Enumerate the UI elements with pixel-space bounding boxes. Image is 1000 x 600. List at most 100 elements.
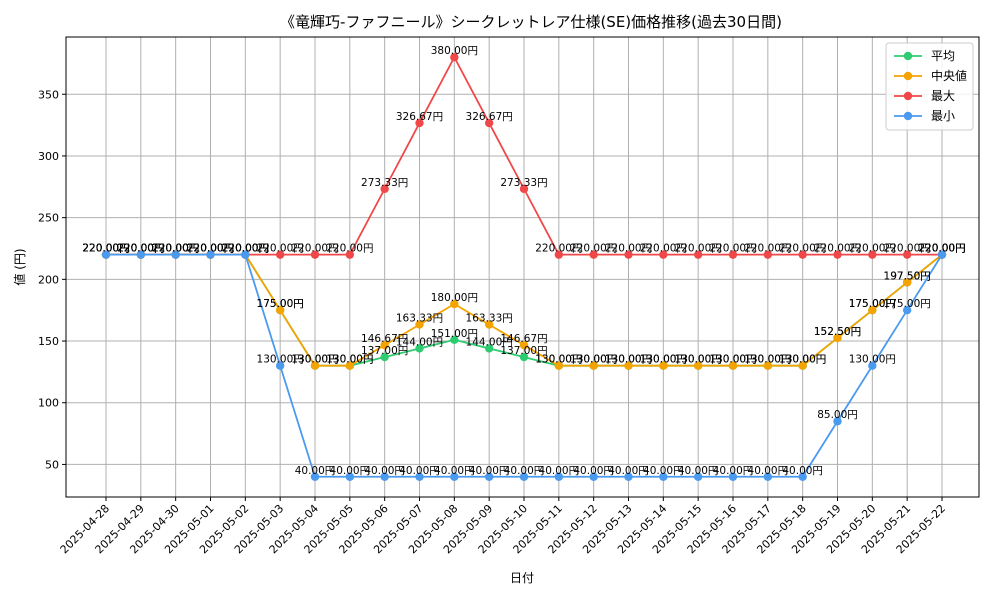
series-median-point (415, 320, 424, 329)
series-min-value-label: 40.00円 (748, 465, 789, 477)
series-median-value-label: 130.00円 (779, 354, 826, 366)
series-max-value-label: 220.00円 (152, 243, 199, 255)
series-median-value-label: 130.00円 (709, 354, 756, 366)
series-min-point (833, 417, 842, 426)
series-average-value-label: 130.00円 (744, 354, 791, 366)
legend-series-average-label: 平均 (931, 49, 955, 63)
series-min-value-label: 220.00円 (152, 243, 199, 255)
series-min-point (310, 472, 320, 481)
series-min-point (728, 472, 738, 481)
series-min-value-label: 40.00円 (782, 465, 823, 477)
series-median-point (659, 361, 668, 370)
series-median-point (554, 361, 564, 370)
series-max-value-label: 220.00円 (291, 243, 338, 255)
series-median-value-label: 146.67円 (361, 333, 408, 345)
series-max-point (763, 250, 773, 259)
series-max-value-label: 220.00円 (117, 243, 164, 255)
series-median-point (310, 361, 320, 370)
series-average-value-label: 151.00円 (431, 328, 478, 340)
series-max-value-label: 220.00円 (257, 243, 304, 255)
series-max-point (554, 250, 564, 259)
series-min-value-label: 130.00円 (849, 354, 896, 366)
series-median-value-label: 163.33円 (466, 313, 513, 325)
series-average-value-label: 220.00円 (222, 243, 269, 255)
series-min-point (519, 472, 529, 481)
y-axis-label: 値 (円) (12, 248, 27, 285)
series-median-value-label: 180.00円 (431, 292, 478, 304)
series-min-value-label: 40.00円 (434, 465, 475, 477)
series-max-value-label: 273.33円 (500, 177, 547, 189)
series-average-value-label: 220.00円 (187, 243, 234, 255)
series-median-point (275, 305, 285, 315)
series-min-value-label: 40.00円 (539, 465, 580, 477)
series-median-value-label: 220.00円 (152, 243, 199, 255)
series-median-value-label: 130.00円 (640, 354, 687, 366)
series-max-value-label: 220.00円 (222, 243, 269, 255)
series-average-point (484, 344, 494, 353)
series-min-value-label: 130.00円 (257, 354, 304, 366)
series-group (101, 53, 947, 481)
series-median-point (763, 361, 773, 370)
series-max-point (380, 184, 389, 194)
series-average-value-label: 220.00円 (117, 243, 164, 255)
series-average-value-label: 137.00円 (361, 345, 408, 357)
series-max-point (519, 184, 529, 194)
series-min-point (589, 472, 598, 481)
series-median-value-label: 130.00円 (744, 354, 791, 366)
series-average-value-label: 144.00円 (466, 336, 513, 348)
series-average-value-label: 130.00円 (640, 354, 687, 366)
series-median-value-label: 130.00円 (570, 354, 617, 366)
series-average-value-label: 130.00円 (605, 354, 652, 366)
series-min-point (763, 472, 773, 481)
legend-series-median-marker (903, 71, 913, 81)
series-min-point (380, 472, 389, 481)
series-median-value-label: 152.50円 (814, 326, 861, 338)
series-median-value-label: 175.00円 (849, 298, 896, 310)
series-median-point (833, 333, 842, 343)
series-max-point (589, 250, 598, 259)
series-average-value-label: 220.00円 (152, 243, 199, 255)
series-median-point (484, 320, 494, 329)
series-max-value-label: 220.00円 (605, 243, 652, 255)
plot-frame (65, 36, 980, 498)
series-median-value-label: 220.00円 (918, 243, 965, 255)
series-max-value-label: 220.00円 (326, 243, 373, 255)
series-max-value-label: 220.00円 (640, 243, 687, 255)
series-min-point (241, 250, 250, 259)
series-average-value-label: 130.00円 (570, 354, 617, 366)
series-max-value-label: 220.00円 (779, 243, 826, 255)
series-average-value-label: 175.00円 (257, 298, 304, 310)
series-median-point (798, 361, 807, 370)
series-min-value-label: 40.00円 (364, 465, 405, 477)
series-average-point (519, 352, 529, 362)
y-tick-label: 350 (38, 88, 59, 101)
series-max-point (624, 250, 633, 259)
series-median-point (345, 361, 355, 370)
series-min-point (136, 250, 146, 259)
series-min-point (902, 305, 912, 315)
series-max-point (345, 250, 355, 259)
series-max-point (484, 118, 494, 128)
series-median-value-label: 175.00円 (257, 298, 304, 310)
series-max-point (868, 250, 877, 259)
series-median-value-label: 130.00円 (291, 354, 338, 366)
series-average-value-label: 130.00円 (535, 354, 582, 366)
data-labels: 220.00円220.00円220.00円220.00円220.00円175.0… (82, 45, 965, 477)
series-min-value-label: 40.00円 (643, 465, 684, 477)
legend-series-median-label: 中央値 (931, 68, 967, 83)
series-max-value-label: 220.00円 (675, 243, 722, 255)
series-median-value-label: 130.00円 (326, 354, 373, 366)
series-min-value-label: 220.00円 (117, 243, 164, 255)
series-average-value-label: 130.00円 (779, 354, 826, 366)
series-min-value-label: 40.00円 (608, 465, 649, 477)
series-min-point (659, 472, 668, 481)
series-max-value-label: 220.00円 (918, 243, 965, 255)
series-max-point (728, 250, 738, 259)
series-min-point (554, 472, 564, 481)
series-max-value-label: 326.67円 (466, 111, 513, 123)
series-min-value-label: 40.00円 (573, 465, 614, 477)
series-max-value-label: 326.67円 (396, 111, 443, 123)
series-average-value-label: 152.50円 (814, 326, 861, 338)
series-max-value-label: 220.00円 (570, 243, 617, 255)
